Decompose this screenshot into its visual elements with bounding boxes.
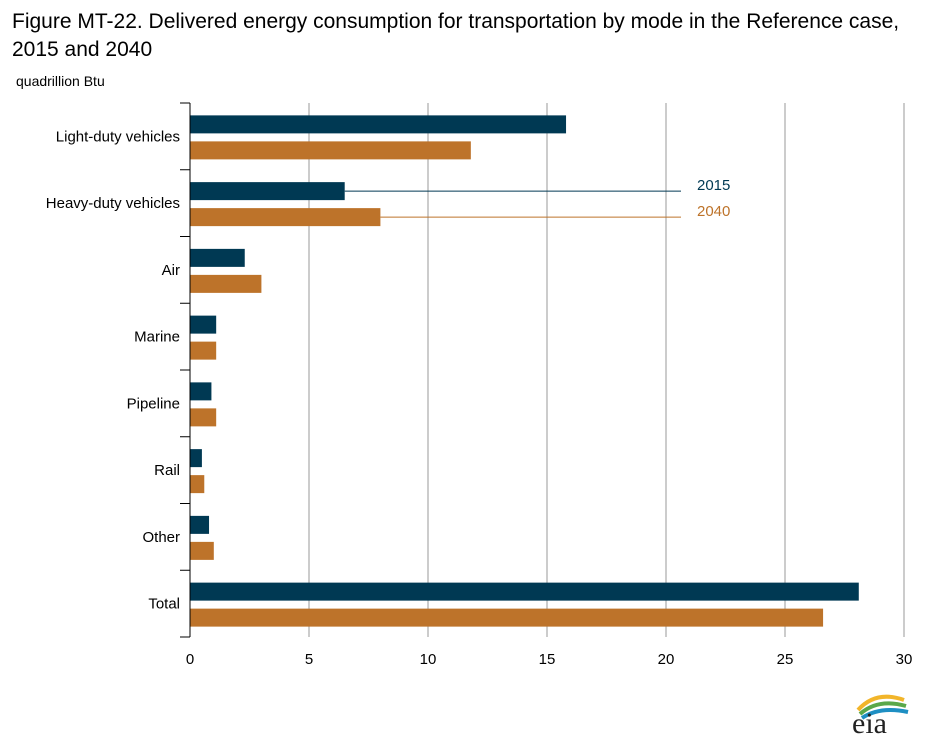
category-label-total: Total <box>148 596 180 613</box>
bar-2040-light-duty-vehicles <box>190 141 471 160</box>
category-label-heavy-duty-vehicles: Heavy-duty vehicles <box>46 195 180 212</box>
eia-logo-icon: eia <box>852 694 909 736</box>
logo-text: eia <box>852 707 887 736</box>
chart-title: Figure MT-22. Delivered energy consumpti… <box>12 10 900 61</box>
bar-2015-air <box>190 248 245 267</box>
bar-2015-other <box>190 515 210 534</box>
bar-2040-heavy-duty-vehicles <box>190 208 381 227</box>
bar-2040-total <box>190 608 824 627</box>
category-label-light-duty-vehicles: Light-duty vehicles <box>56 128 180 145</box>
category-label-rail: Rail <box>154 462 180 479</box>
bar-2015-marine <box>190 315 217 334</box>
legend-label-2015: 2015 <box>697 177 730 194</box>
x-tick-label-5: 5 <box>305 651 313 668</box>
bar-2040-air <box>190 274 262 293</box>
category-label-marine: Marine <box>134 329 180 346</box>
axes: 0 5 10 15 20 25 30 Light-duty vehicles Heavy-dut… <box>46 102 913 668</box>
x-tick-label-15: 15 <box>539 651 556 668</box>
bar-2015-total <box>190 582 859 601</box>
x-tick-label-30: 30 <box>896 651 913 668</box>
bar-2040-rail <box>190 475 205 494</box>
bar-2015-light-duty-vehicles <box>190 115 567 134</box>
unit-label: quadrillion Btu <box>16 73 105 89</box>
bar-2015-heavy-duty-vehicles <box>190 182 345 201</box>
bar-2015-rail <box>190 449 202 468</box>
category-label-air: Air <box>162 262 180 279</box>
bar-2040-pipeline <box>190 408 217 427</box>
legend-label-2040: 2040 <box>697 203 730 220</box>
bars <box>190 115 859 627</box>
category-label-other: Other <box>142 529 180 546</box>
x-tick-label-25: 25 <box>777 651 794 668</box>
bar-2040-other <box>190 541 214 560</box>
legend: 2015 2040 <box>344 177 730 220</box>
x-tick-label-10: 10 <box>420 651 437 668</box>
bar-2015-pipeline <box>190 382 212 401</box>
grid-lines <box>308 103 905 637</box>
x-tick-label-0: 0 <box>186 651 194 668</box>
category-label-pipeline: Pipeline <box>127 395 180 412</box>
x-tick-label-20: 20 <box>658 651 675 668</box>
bar-2040-marine <box>190 341 217 360</box>
